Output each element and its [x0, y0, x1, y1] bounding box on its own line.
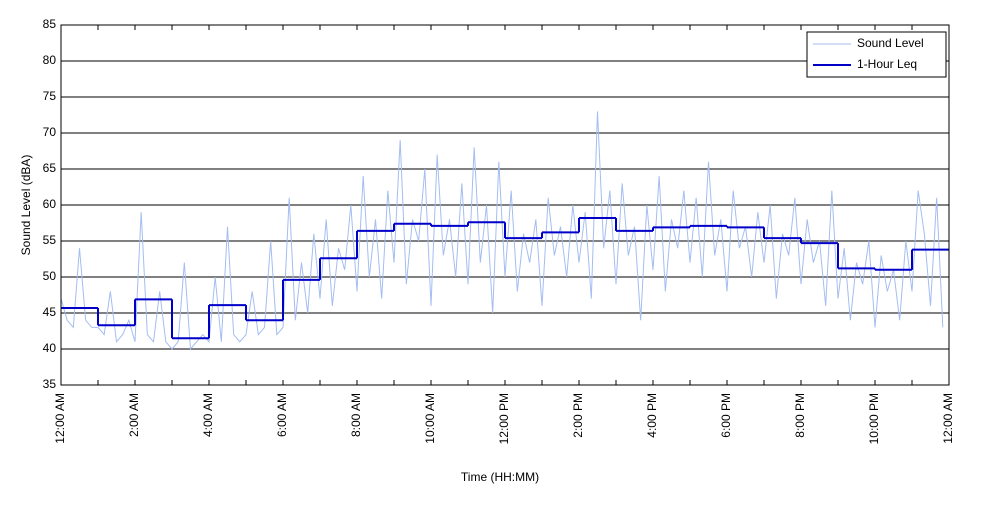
y-tick-label: 45 [43, 305, 57, 319]
legend-label: Sound Level [857, 36, 924, 50]
y-tick-label: 80 [43, 53, 57, 67]
x-tick-label: 6:00 PM [719, 393, 733, 438]
y-tick-label: 40 [43, 341, 57, 355]
x-tick-label: 10:00 AM [423, 393, 437, 444]
x-tick-label: 2:00 AM [127, 393, 141, 437]
plot-frame [60, 24, 950, 386]
x-axis-title: Time (HH:MM) [461, 470, 539, 484]
y-tick-label: 60 [43, 197, 57, 211]
y-tick-label: 75 [43, 89, 57, 103]
x-tick-label: 12:00 AM [941, 393, 955, 444]
x-tick-label: 4:00 AM [201, 393, 215, 437]
x-tick-label: 12:00 PM [497, 393, 511, 444]
y-tick-label: 50 [43, 269, 57, 283]
legend-box [806, 31, 947, 78]
x-tick-label: 12:00 AM [53, 393, 67, 444]
y-tick-label: 65 [43, 161, 57, 175]
y-tick-label: 70 [43, 125, 57, 139]
y-tick-label: 35 [43, 377, 57, 391]
data-line [60, 111, 944, 351]
y-tick-label: 55 [43, 233, 57, 247]
x-tick-label: 6:00 AM [275, 393, 289, 437]
legend-label: 1-Hour Leq [857, 57, 917, 71]
x-tick-label: 10:00 PM [867, 393, 881, 444]
x-tick-label: 8:00 PM [793, 393, 807, 438]
y-axis-title: Sound Level (dBA) [19, 155, 33, 256]
x-tick-label: 2:00 PM [571, 393, 585, 438]
x-tick-label: 4:00 PM [645, 393, 659, 438]
y-tick-label: 85 [43, 17, 57, 31]
x-tick-label: 8:00 AM [349, 393, 363, 437]
